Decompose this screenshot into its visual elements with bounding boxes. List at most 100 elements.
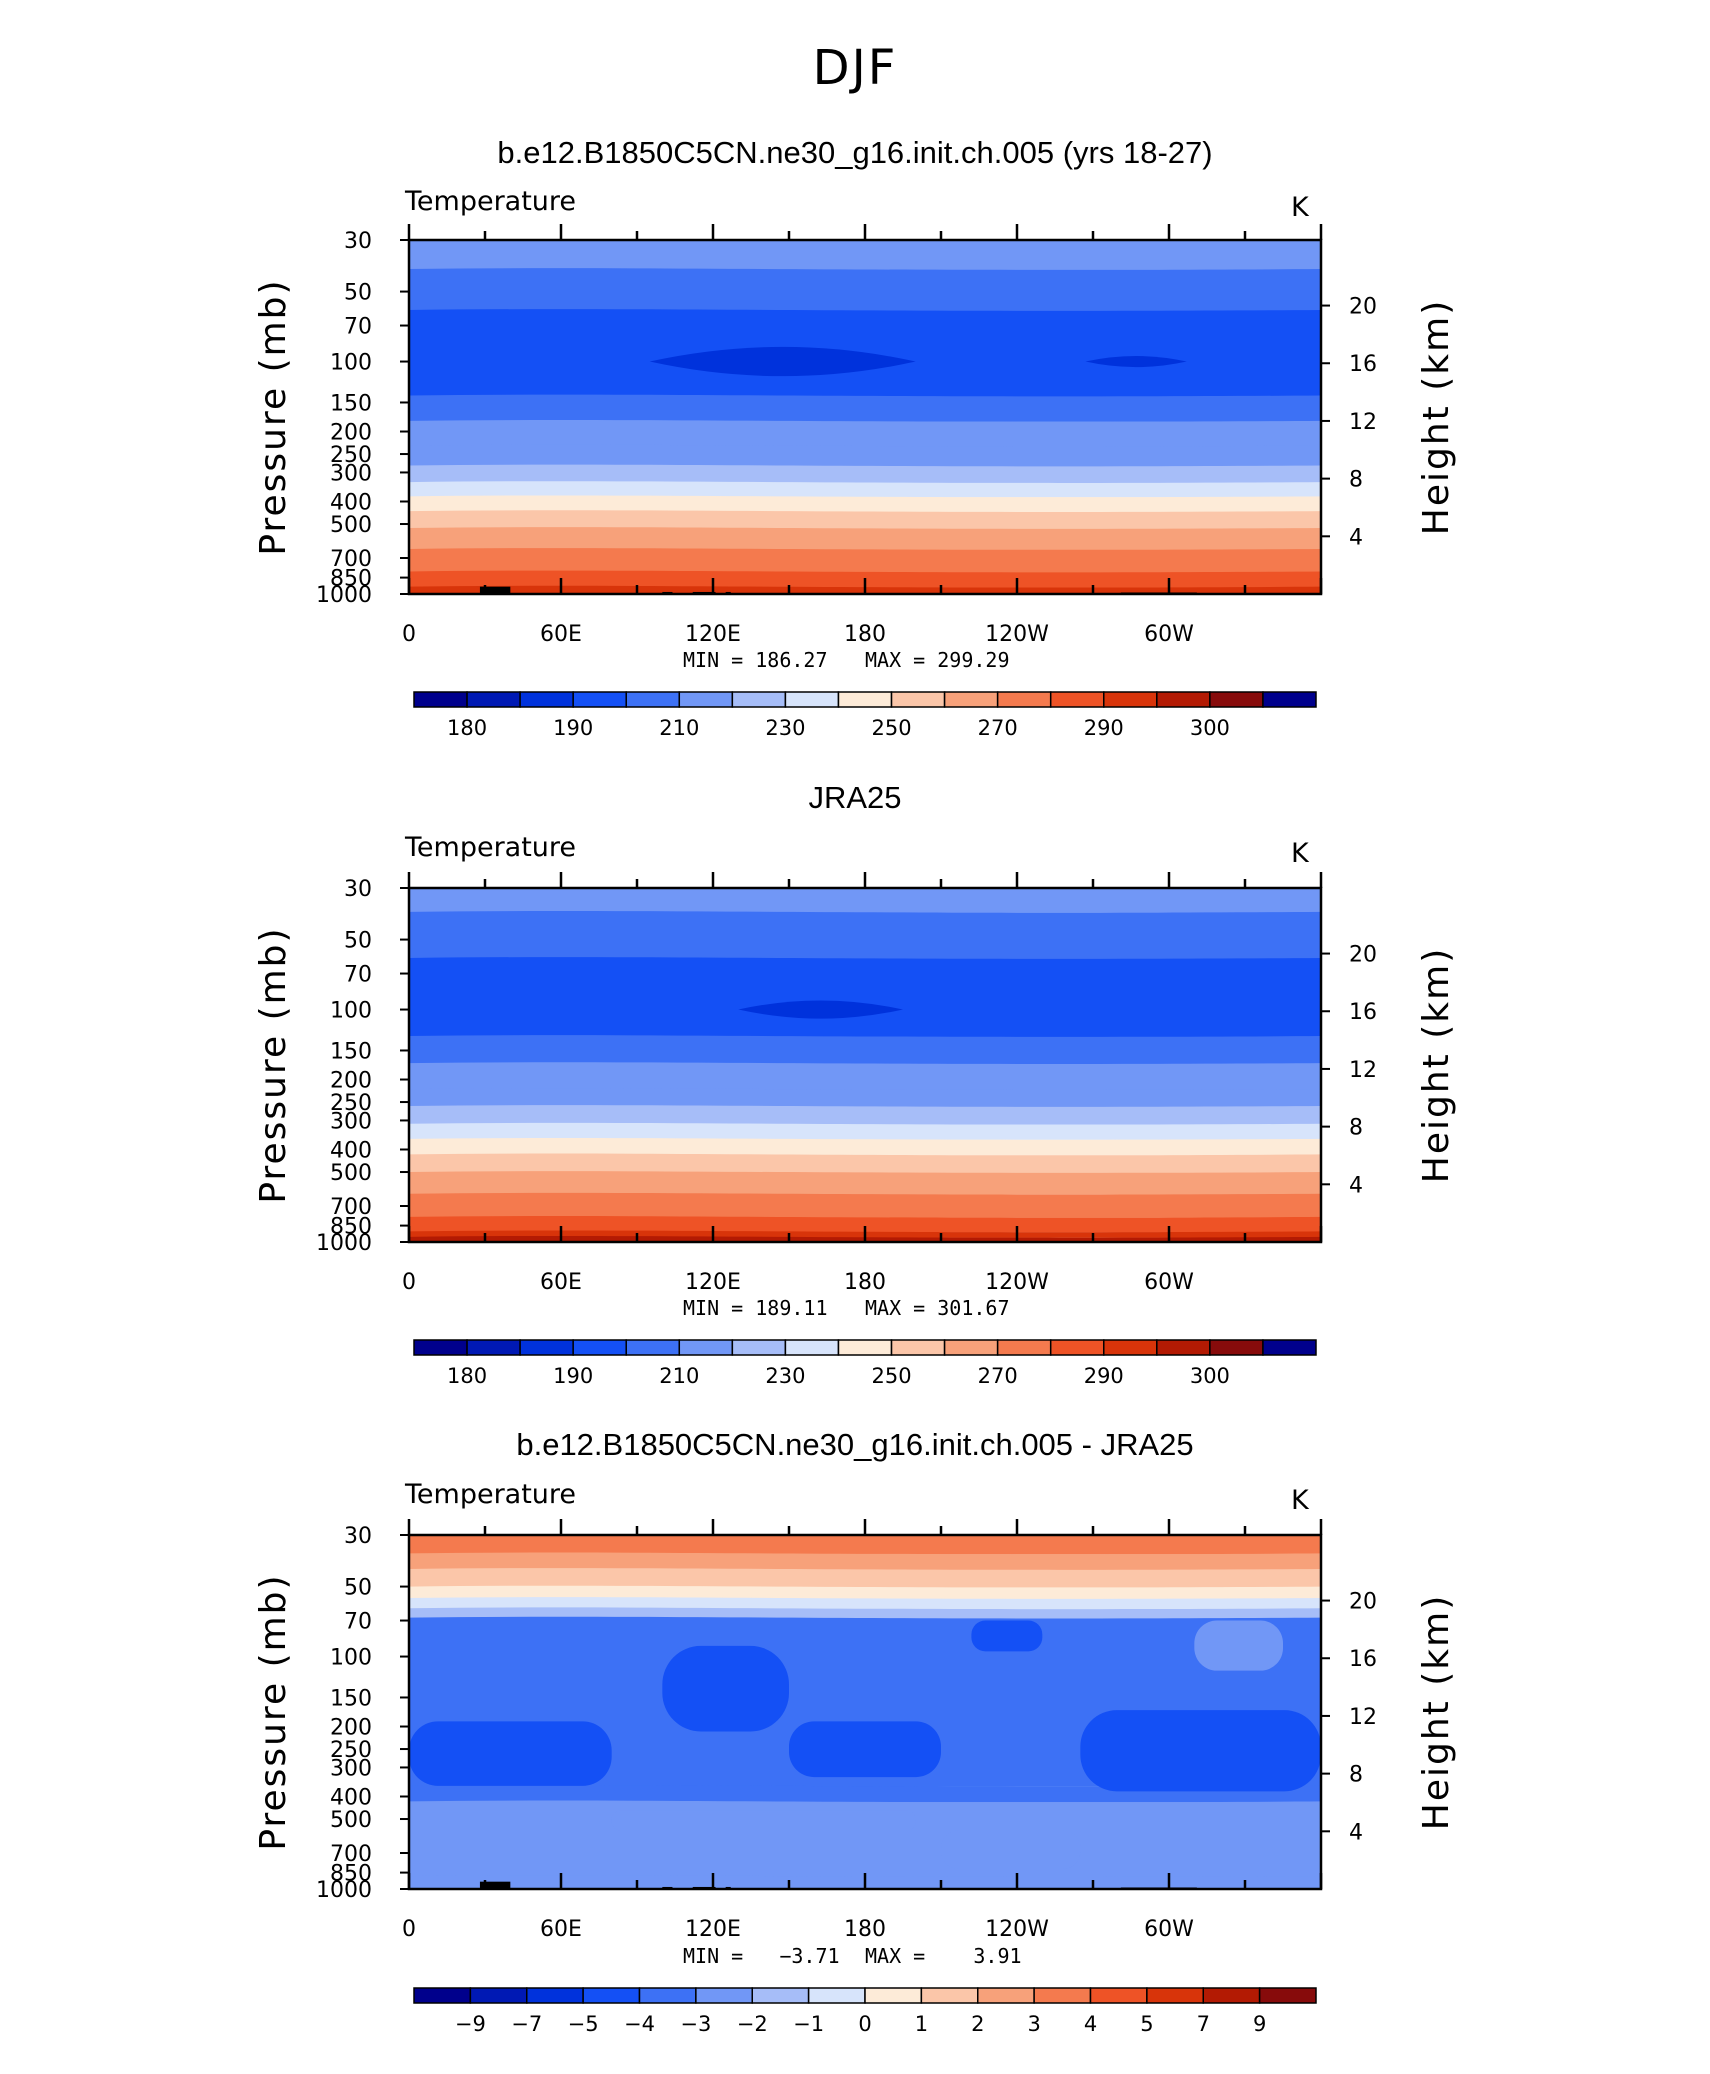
pressure-tick-label: 500 — [330, 1808, 372, 1833]
temperature-band — [409, 1192, 1321, 1218]
temperature-band — [409, 1088, 1321, 1108]
pressure-tick-label: 50 — [344, 281, 372, 306]
x-tick-label: 60E — [540, 1917, 582, 1942]
colorbar-label: −4 — [624, 2012, 655, 2036]
colorbar-box — [695, 1987, 753, 2004]
panel-2-title: JRA25 — [808, 780, 902, 815]
x-tick-label: 0 — [402, 622, 416, 647]
temperature-band — [409, 1585, 1321, 1600]
colorbar-label: 4 — [1084, 2012, 1097, 2036]
colorbar-box — [837, 691, 893, 708]
temperature-band — [409, 1784, 1321, 1803]
colorbar-box — [678, 691, 734, 708]
panel-1-variable-label: Temperature — [405, 186, 577, 217]
colorbar-box — [638, 1987, 697, 2004]
temperature-band — [409, 420, 1321, 447]
panel-2-variable-label: Temperature — [405, 832, 577, 863]
pressure-tick-label: 250 — [330, 1091, 372, 1116]
x-tick-label: 120E — [685, 1270, 741, 1295]
colorbar-box — [731, 691, 787, 708]
colorbar-box — [1209, 1339, 1264, 1356]
pressure-tick-label: 150 — [330, 1686, 372, 1711]
panel-3-plot: 0 60E 120E 180 120W 60W3050701001502002503004… — [253, 1519, 1457, 2036]
temperature-band — [409, 495, 1321, 513]
topography-block — [479, 1881, 511, 1889]
pressure-tick-label: 700 — [330, 1195, 372, 1220]
panel-2-units-label: K — [1291, 838, 1309, 869]
colorbar-box — [1209, 691, 1264, 708]
pressure-tick-label: 700 — [330, 1842, 372, 1867]
colorbar-box — [413, 1339, 468, 1356]
anomaly-patch — [1194, 1620, 1283, 1671]
pressure-tick-label: 400 — [330, 1138, 372, 1163]
anomaly-patch — [789, 1721, 941, 1778]
colorbar-box — [864, 1987, 923, 2004]
pressure-tick-label: 30 — [344, 1524, 372, 1549]
pressure-tick-label: 150 — [330, 1039, 372, 1064]
height-tick-label: 4 — [1349, 525, 1363, 550]
colorbar-label: 270 — [978, 716, 1018, 740]
panel-2-max-text: MAX = 301.67 — [865, 1296, 1010, 1320]
figure-title: DJF — [812, 40, 898, 96]
height-tick-label: 8 — [1349, 1763, 1363, 1788]
anomaly-patch — [941, 1830, 1081, 1869]
colorbar-box — [996, 691, 1052, 708]
x-tick-label: 120W — [985, 1917, 1049, 1942]
x-tick-label: 120W — [985, 622, 1049, 647]
colorbar-box — [996, 1339, 1052, 1356]
pressure-tick-label: 50 — [344, 1576, 372, 1601]
temperature-band — [409, 1216, 1321, 1233]
colorbar-box — [977, 1987, 1035, 2004]
pressure-tick-label: 1000 — [316, 1231, 372, 1256]
temperature-band — [409, 1171, 1321, 1195]
temperature-band — [409, 1062, 1321, 1091]
temperature-band — [409, 1607, 1321, 1619]
pressure-axis-title: Pressure (mb) — [253, 926, 294, 1203]
colorbar-box — [582, 1987, 641, 2004]
pressure-tick-label: 400 — [330, 1785, 372, 1810]
colorbar-label: 210 — [659, 716, 699, 740]
cold-core — [649, 346, 916, 377]
colorbar-box — [625, 691, 681, 708]
temperature-band — [409, 957, 1321, 1038]
temperature-band — [409, 510, 1321, 529]
height-tick-label: 20 — [1349, 1590, 1377, 1615]
colorbar-label: 210 — [659, 1364, 699, 1388]
temperature-band — [409, 1597, 1321, 1610]
colorbar-label: 300 — [1190, 716, 1230, 740]
colorbar-label: 7 — [1197, 2012, 1210, 2036]
x-tick-label: 60E — [540, 1270, 582, 1295]
colorbar-label: 180 — [447, 716, 487, 740]
temperature-band — [409, 1137, 1321, 1156]
x-tick-label: 120W — [985, 1270, 1049, 1295]
topography-block — [479, 586, 511, 594]
pressure-tick-label: 850 — [330, 567, 372, 592]
colorbar-box — [1146, 1987, 1204, 2004]
height-axis-title: Height (km) — [1416, 947, 1457, 1183]
pressure-axis-title: Pressure (mb) — [253, 278, 294, 555]
colorbar-box — [1049, 691, 1105, 708]
x-tick-label: 60W — [1144, 1917, 1194, 1942]
temperature-band — [409, 887, 1321, 913]
colorbar-box — [890, 1339, 946, 1356]
pressure-tick-label: 300 — [330, 1756, 372, 1781]
panel-3-variable-label: Temperature — [405, 1479, 577, 1510]
height-tick-label: 16 — [1349, 352, 1377, 377]
colorbar-label: 190 — [553, 1364, 593, 1388]
pressure-tick-label: 100 — [330, 351, 372, 376]
colorbar-box — [807, 1987, 866, 2004]
anomaly-patch — [1080, 1710, 1321, 1792]
height-tick-label: 4 — [1349, 1173, 1363, 1198]
pressure-tick-label: 50 — [344, 929, 372, 954]
colorbar-label: −7 — [511, 2012, 542, 2036]
pressure-tick-label: 200 — [330, 1716, 372, 1741]
height-tick-label: 12 — [1349, 1058, 1377, 1083]
colorbar-label: −9 — [455, 2012, 486, 2036]
temperature-band — [409, 527, 1321, 550]
colorbar-box — [413, 691, 468, 708]
colorbar-label: 270 — [978, 1364, 1018, 1388]
colorbar-label: 300 — [1190, 1364, 1230, 1388]
pressure-tick-label: 300 — [330, 1109, 372, 1134]
colorbar-box — [1049, 1339, 1105, 1356]
panel-3-title: b.e12.B1850C5CN.ne30_g16.init.ch.005 - J… — [516, 1427, 1194, 1462]
